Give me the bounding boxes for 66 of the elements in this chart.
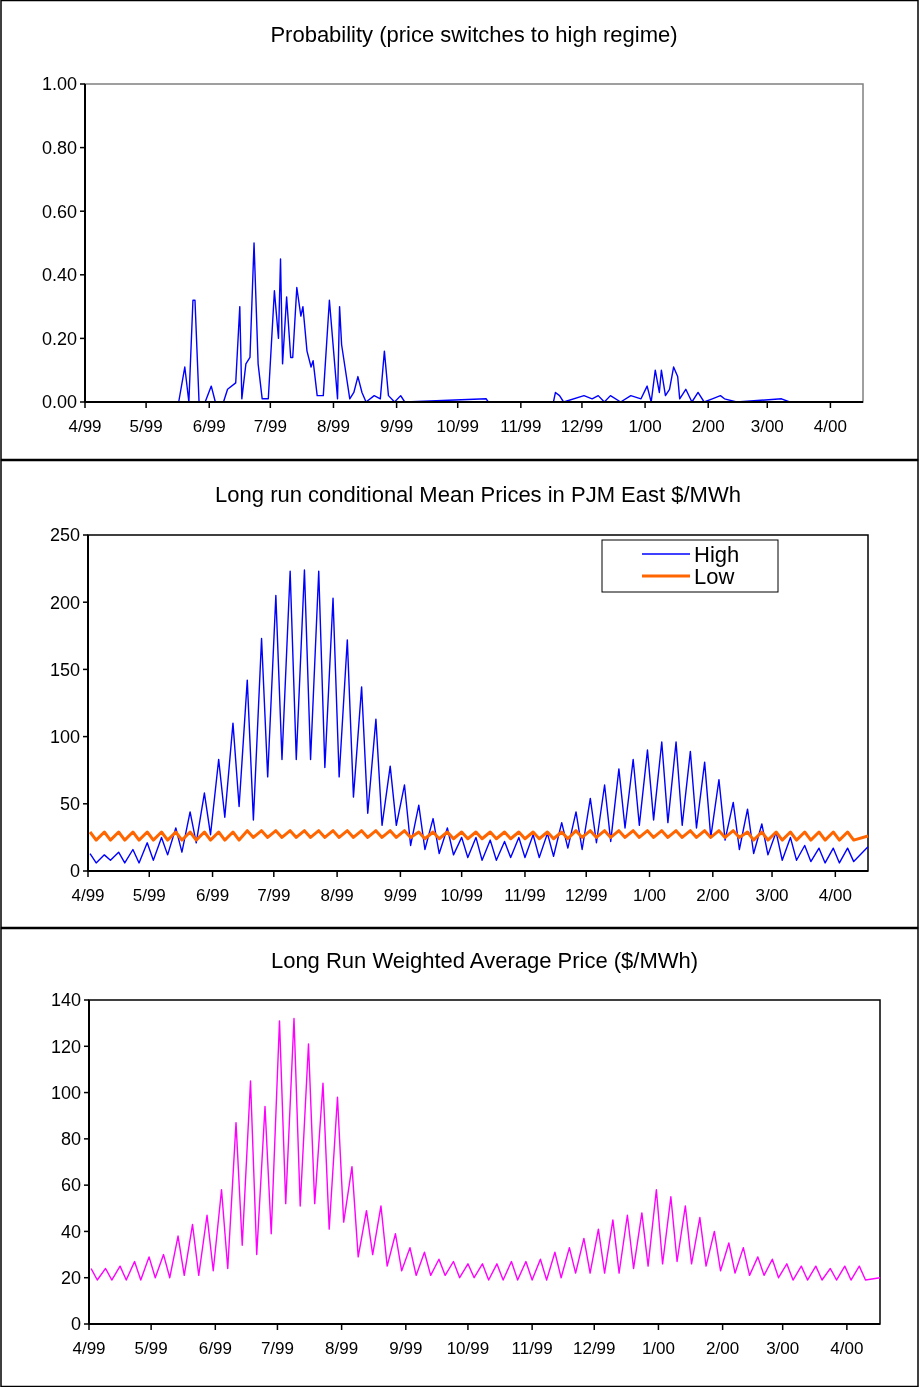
line-series [89, 569, 869, 864]
x-tick-label: 4/99 [71, 886, 105, 905]
x-tick-label: 4/00 [813, 417, 847, 436]
x-tick-label: 6/99 [198, 1339, 232, 1358]
y-tick-label: 60 [60, 1175, 81, 1196]
y-tick-label: 100 [50, 1082, 81, 1103]
x-tick-label: 11/99 [504, 886, 546, 905]
y-tick-label: 0 [69, 861, 80, 882]
y-tick-label: 0.00 [41, 392, 77, 413]
y-tick-label: 140 [50, 990, 81, 1011]
y-tick-label: 80 [60, 1129, 81, 1150]
x-tick-label: 9/99 [389, 1339, 423, 1358]
y-tick-label: 0.40 [41, 265, 77, 286]
x-tick-label: 12/99 [572, 1339, 616, 1358]
x-tick-label: 6/99 [192, 417, 226, 436]
x-tick-label: 1/00 [641, 1339, 675, 1358]
x-tick-label: 8/99 [316, 417, 351, 436]
x-tick-label: 9/99 [383, 886, 417, 905]
x-tick-label: 2/00 [706, 1339, 740, 1358]
chart-title: Probability (price switches to high regime) [270, 22, 678, 47]
x-tick-label: 4/00 [818, 886, 852, 905]
x-tick-label: 3/00 [766, 1339, 800, 1358]
x-tick-label: 5/99 [129, 417, 163, 436]
x-tick-label: 1/00 [632, 886, 667, 905]
x-tick-label: 10/99 [440, 886, 483, 905]
y-tick-label: 0.80 [41, 137, 77, 158]
x-tick-label: 4/00 [830, 1339, 864, 1358]
x-tick-label: 11/99 [500, 417, 542, 436]
y-tick-label: 40 [60, 1221, 81, 1242]
x-tick-label: 2/00 [691, 417, 725, 436]
chart-title: Long run conditional Mean Prices in PJM East $/MWh [215, 482, 741, 507]
x-tick-label: 5/99 [134, 1339, 168, 1358]
x-tick-label: 2/00 [696, 886, 730, 905]
y-tick-label: 0 [70, 1314, 81, 1335]
y-tick-label: 200 [49, 592, 80, 613]
x-tick-label: 11/99 [511, 1339, 553, 1358]
x-tick-label: 5/99 [132, 886, 166, 905]
x-tick-label: 12/99 [560, 417, 604, 436]
x-tick-label: 7/99 [260, 1339, 294, 1358]
line-series [88, 829, 870, 842]
x-tick-label: 8/99 [325, 1339, 359, 1358]
x-tick-label: 7/99 [257, 886, 291, 905]
x-tick-label: 9/99 [380, 417, 414, 436]
x-tick-label: 10/99 [436, 417, 479, 436]
y-tick-label: 0.60 [41, 201, 77, 222]
x-tick-label: 7/99 [253, 417, 287, 436]
y-tick-label: 50 [59, 794, 80, 815]
y-tick-label: 1.00 [41, 74, 77, 95]
y-tick-label: 0.20 [41, 328, 77, 349]
x-tick-label: 3/00 [755, 886, 789, 905]
x-tick-label: 8/99 [320, 886, 354, 905]
line-series [90, 1017, 881, 1281]
y-tick-label: 20 [60, 1268, 81, 1289]
x-tick-label: 10/99 [446, 1339, 490, 1358]
x-tick-label: 3/00 [750, 417, 784, 436]
x-tick-label: 1/00 [628, 417, 662, 436]
x-tick-label: 6/99 [196, 886, 230, 905]
x-tick-label: 4/99 [68, 417, 102, 436]
x-tick-label: 4/99 [72, 1339, 106, 1358]
chart-title: Long Run Weighted Average Price ($/MWh) [270, 948, 699, 973]
y-tick-label: 150 [49, 659, 80, 680]
y-tick-label: 250 [49, 525, 80, 546]
y-tick-label: 100 [49, 726, 80, 747]
x-tick-label: 12/99 [564, 886, 608, 905]
legend-label: High [694, 541, 740, 567]
y-tick-label: 120 [50, 1036, 81, 1057]
